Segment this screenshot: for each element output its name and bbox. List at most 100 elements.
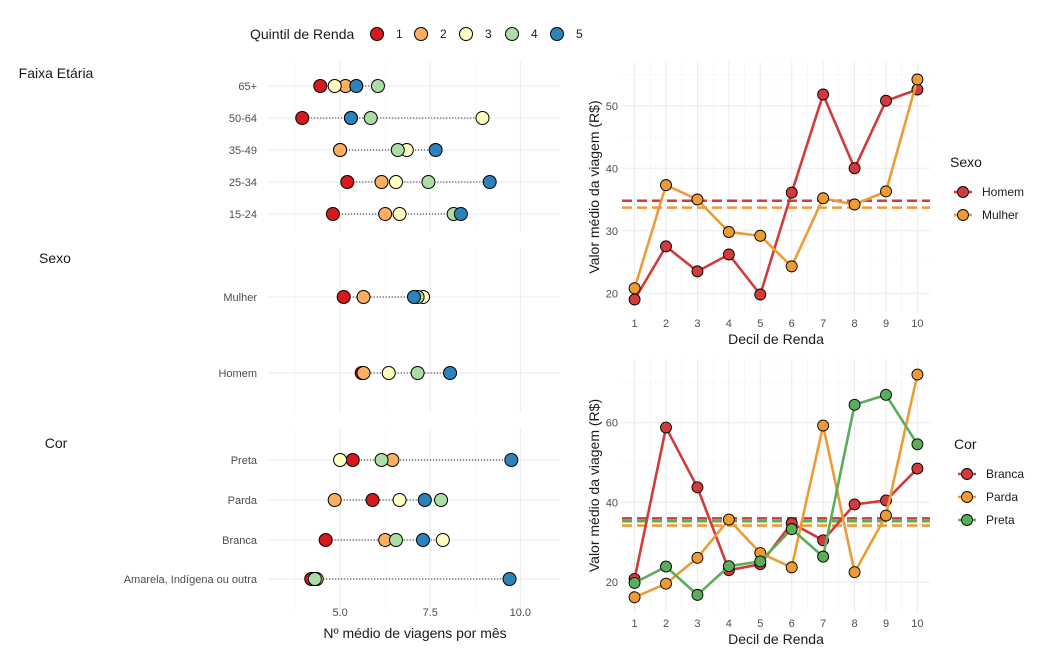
dot-quintil-3 bbox=[381, 366, 396, 380]
series-mulher bbox=[628, 73, 924, 295]
row-mulher: Mulher bbox=[223, 290, 431, 304]
x-tick-label: 5.0 bbox=[332, 607, 347, 619]
point-mulher-4 bbox=[722, 226, 735, 238]
x-tick-label: 9 bbox=[883, 618, 889, 630]
point-homem-2 bbox=[660, 240, 672, 253]
series-line-parda bbox=[634, 374, 919, 599]
point-parda-3 bbox=[691, 551, 704, 564]
point-homem-3 bbox=[691, 265, 704, 278]
point-preta-10 bbox=[911, 438, 924, 451]
line-chart-sexo: 20 30 40 50 1 2 3 4 5 6 7 8 9 10 Decil de Renda Valor m… bbox=[586, 62, 1024, 347]
panel-sexo: Sexo Mulher Homem bbox=[39, 248, 560, 413]
category-label: Amarela, Indígena ou outra bbox=[124, 574, 258, 586]
x-tick-label: 3 bbox=[694, 618, 700, 630]
legend-title: Quintil de Renda bbox=[250, 26, 355, 42]
point-preta-6 bbox=[785, 523, 798, 536]
point-mulher-5 bbox=[754, 229, 767, 242]
y-tick-label: 20 bbox=[606, 288, 618, 300]
dot-quintil-4 bbox=[410, 366, 425, 380]
category-label: 25-34 bbox=[229, 177, 257, 189]
y-tick-label: 30 bbox=[606, 226, 618, 238]
point-mulher-10 bbox=[911, 73, 924, 86]
point-parda-8 bbox=[848, 566, 861, 579]
dot-quintil-4 bbox=[421, 175, 436, 189]
dot-quintil-1 bbox=[336, 290, 351, 304]
point-preta-2 bbox=[660, 560, 672, 573]
point-branca-8 bbox=[848, 498, 861, 511]
dot-quintil-3 bbox=[475, 111, 490, 125]
series-preta bbox=[628, 388, 924, 601]
dot-quintil-2 bbox=[378, 207, 393, 221]
row-50-64: 50-64 bbox=[229, 111, 490, 125]
dot-quintil-2 bbox=[374, 175, 389, 189]
facet-label-faixa-etaria: Faixa Etária bbox=[19, 65, 94, 81]
y-tick-label: 40 bbox=[606, 497, 618, 509]
x-tick-label: 10.0 bbox=[510, 607, 531, 619]
legend-key-3 bbox=[459, 27, 473, 41]
dot-quintil-4 bbox=[307, 572, 322, 586]
row-parda: Parda bbox=[228, 493, 449, 507]
x-axis-title: Decil de Renda bbox=[728, 331, 824, 347]
point-preta-9 bbox=[880, 388, 892, 401]
point-parda-6 bbox=[785, 561, 798, 574]
x-tick-label: 6 bbox=[789, 618, 795, 630]
dot-quintil-3 bbox=[392, 207, 407, 221]
legend-key-4 bbox=[505, 27, 519, 41]
y-tick-label: 40 bbox=[606, 163, 618, 175]
point-homem-8 bbox=[848, 162, 861, 175]
legend-key-1 bbox=[370, 27, 384, 41]
point-branca-2 bbox=[660, 421, 672, 434]
series-line-homem bbox=[633, 88, 918, 301]
point-parda-1 bbox=[628, 591, 641, 604]
point-parda-9 bbox=[880, 509, 892, 522]
row-amarela-indigena-ou-outra: Amarela, Indígena ou outra bbox=[124, 572, 517, 586]
dot-quintil-1 bbox=[340, 175, 355, 189]
x-tick-label: 1 bbox=[632, 618, 638, 630]
row-35-49: 35-49 bbox=[229, 143, 443, 157]
legend-key-parda bbox=[961, 491, 973, 503]
y-axis-title: Valor médio da viagem (R$) bbox=[586, 100, 602, 273]
legend-title: Cor bbox=[954, 436, 977, 452]
dot-quintil-1 bbox=[318, 533, 333, 547]
dot-quintil-3 bbox=[435, 533, 450, 547]
point-homem-5 bbox=[754, 288, 767, 301]
point-parda-7 bbox=[817, 419, 830, 432]
series-parda bbox=[628, 368, 924, 604]
dot-quintil-4 bbox=[363, 111, 378, 125]
dot-quintil-5 bbox=[428, 143, 443, 157]
dot-quintil-1 bbox=[313, 79, 328, 93]
dot-quintil-2 bbox=[333, 143, 348, 157]
point-parda-2 bbox=[660, 577, 672, 590]
x-tick-label: 8 bbox=[852, 318, 858, 330]
y-tick-label: 20 bbox=[606, 577, 618, 589]
x-tick-label: 7 bbox=[820, 618, 826, 630]
dot-quintil-4 bbox=[388, 533, 403, 547]
legend-key-preta bbox=[961, 514, 973, 526]
point-homem-4 bbox=[722, 248, 735, 261]
x-tick-label: 4 bbox=[726, 618, 732, 630]
x-axis-title: Decil de Renda bbox=[728, 631, 824, 647]
x-axis-title: Nº médio de viagens por mês bbox=[323, 625, 506, 641]
point-mulher-2 bbox=[660, 179, 672, 192]
category-label: Preta bbox=[231, 455, 258, 467]
point-mulher-6 bbox=[785, 260, 798, 273]
x-tick-label: 10 bbox=[911, 618, 923, 630]
dot-quintil-5 bbox=[502, 572, 517, 586]
legend-quintil: Quintil de Renda 1 2 3 4 5 bbox=[250, 26, 583, 42]
x-tick-label: 5 bbox=[757, 318, 763, 330]
dot-quintil-5 bbox=[407, 290, 421, 304]
x-tick-label: 3 bbox=[694, 318, 700, 330]
x-tick-label: 7 bbox=[820, 318, 826, 330]
point-preta-5 bbox=[754, 555, 767, 568]
line-chart-cor: 20 40 60 1 2 3 4 5 6 7 8 9 10 Decil de Renda Valor méd… bbox=[586, 359, 1024, 647]
dot-quintil-2 bbox=[356, 366, 371, 380]
point-homem-6 bbox=[785, 186, 798, 199]
dot-quintil-3 bbox=[392, 493, 407, 507]
series-line-preta bbox=[634, 393, 919, 597]
dot-quintil-4 bbox=[390, 143, 405, 157]
row-25-34: 25-34 bbox=[229, 175, 497, 189]
point-parda-10 bbox=[911, 368, 924, 381]
legend-label-5: 5 bbox=[576, 27, 583, 41]
x-tick-label: 4 bbox=[726, 318, 732, 330]
series-line-mulher bbox=[633, 79, 919, 289]
